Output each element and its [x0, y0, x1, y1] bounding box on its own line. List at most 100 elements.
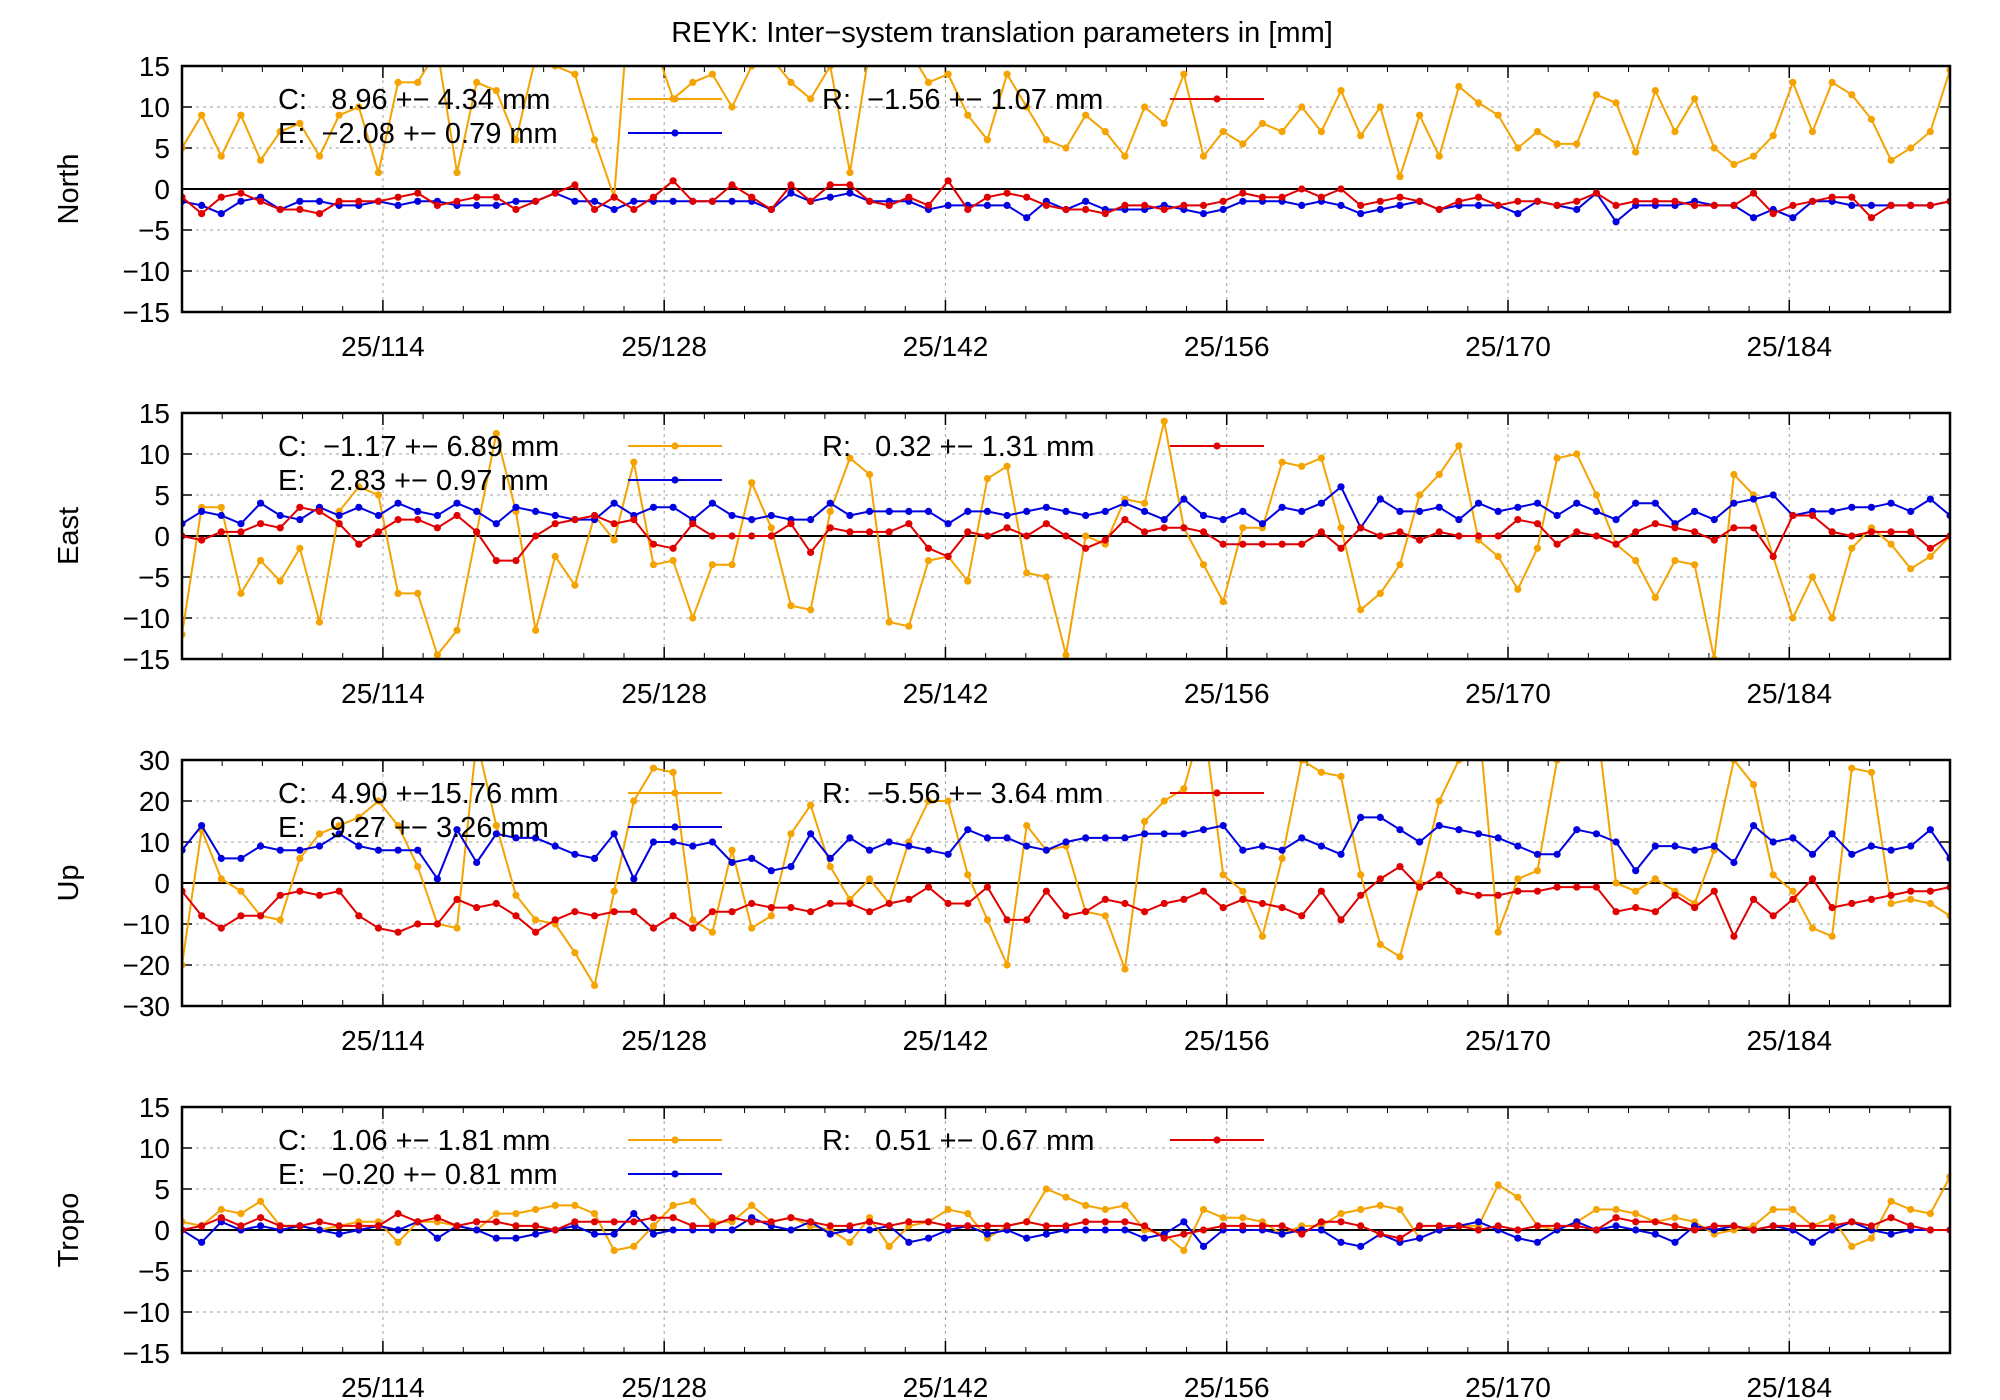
data-point-C [1357, 871, 1365, 879]
data-point-C [276, 128, 284, 136]
x-tick-label: 25/114 [341, 1025, 425, 1056]
data-point-E [708, 499, 717, 507]
data-point-E [1042, 1230, 1050, 1238]
data-point-E [532, 1230, 540, 1238]
data-point-C [1887, 540, 1895, 548]
data-point-R [1396, 863, 1404, 871]
data-point-R [1671, 197, 1679, 205]
data-point-E [1258, 842, 1267, 850]
data-point-C [610, 887, 618, 895]
data-point-C [689, 1197, 697, 1205]
data-point-C [1553, 140, 1561, 148]
data-point-R [355, 912, 363, 920]
data-point-C [512, 891, 520, 899]
data-point-C [1691, 561, 1699, 569]
data-point-E [512, 834, 520, 842]
data-point-E [492, 201, 500, 209]
data-point-C [1062, 1193, 1070, 1201]
data-point-E [1612, 516, 1620, 524]
data-point-E [335, 1230, 343, 1238]
data-point-E [296, 516, 304, 524]
data-point-E [1808, 850, 1817, 858]
data-point-R [1769, 1222, 1777, 1230]
data-point-R [1317, 193, 1325, 201]
data-point-E [767, 511, 775, 520]
data-point-R [1592, 189, 1600, 197]
data-point-E [1199, 210, 1208, 218]
data-point-E [1691, 507, 1699, 515]
data-point-R [1219, 197, 1227, 205]
data-point-C [217, 1205, 225, 1214]
data-point-E [1317, 499, 1325, 507]
data-point-R [1258, 540, 1267, 548]
data-point-C [551, 1201, 559, 1209]
data-point-C [1200, 715, 1207, 722]
data-point-R [256, 197, 265, 205]
data-point-R [767, 205, 775, 214]
x-tick-label: 25/156 [1184, 331, 1270, 362]
data-point-R [217, 193, 225, 201]
data-point-C [315, 830, 324, 838]
data-point-C [1494, 111, 1502, 119]
data-point-E [1101, 507, 1109, 515]
data-point-R [630, 908, 638, 916]
data-point-C [492, 822, 500, 830]
data-point-E [1140, 830, 1149, 838]
data-point-C [1023, 569, 1031, 577]
x-tick-label: 25/142 [903, 1372, 989, 1400]
data-point-E [532, 834, 540, 842]
data-point-E [1769, 491, 1777, 499]
data-point-E [1062, 838, 1070, 846]
data-point-R [1769, 210, 1777, 218]
data-point-E [473, 1226, 481, 1234]
data-point-E [571, 850, 579, 858]
data-point-C [296, 544, 304, 552]
data-point-C [1710, 144, 1718, 152]
y-axis-label: North [53, 154, 85, 225]
data-point-C [532, 626, 540, 634]
data-point-C [433, 651, 441, 659]
data-point-E [1514, 503, 1522, 511]
data-point-E [1848, 503, 1856, 511]
data-point-C [1789, 887, 1797, 895]
data-point-R [924, 1218, 933, 1226]
x-tick-label: 25/114 [341, 331, 425, 362]
data-point-R [944, 899, 952, 908]
data-point-E [1160, 516, 1168, 524]
data-point-E [669, 1226, 677, 1234]
data-point-C [1219, 598, 1227, 606]
legend-entry-R: R: −1.56 +− 1.07 mm [822, 84, 1103, 116]
legend-entry-E: E: 9.27 +− 3.26 mm [278, 812, 549, 844]
data-point-R [571, 516, 579, 524]
data-point-E [1298, 834, 1306, 842]
data-point-C [708, 70, 717, 78]
data-point-C [630, 1242, 638, 1250]
data-point-R [217, 1214, 225, 1222]
data-point-E [217, 511, 225, 520]
data-point-R [335, 197, 343, 205]
data-point-R [590, 1218, 599, 1226]
data-point-C [1317, 128, 1325, 136]
data-point-C [1298, 103, 1306, 111]
data-point-E [394, 1226, 402, 1234]
data-point-R [590, 205, 599, 214]
data-point-C [1789, 1205, 1797, 1214]
data-point-C [1278, 854, 1286, 863]
data-point-C [374, 491, 383, 499]
data-point-E [1671, 842, 1679, 850]
data-point-C [1867, 1234, 1876, 1242]
data-point-C [1239, 1214, 1247, 1222]
data-point-C [374, 797, 383, 805]
data-point-E [1592, 507, 1600, 515]
data-point-R [1455, 532, 1463, 540]
data-point-R [1533, 1222, 1542, 1230]
data-point-R [453, 197, 461, 205]
data-point-C [1848, 764, 1856, 772]
data-point-C [453, 626, 461, 634]
data-point-C [1082, 111, 1090, 119]
data-point-E [630, 197, 638, 205]
data-point-R [512, 1222, 520, 1230]
data-point-C [394, 78, 402, 86]
data-point-R [276, 205, 284, 214]
data-point-R [1258, 193, 1267, 201]
